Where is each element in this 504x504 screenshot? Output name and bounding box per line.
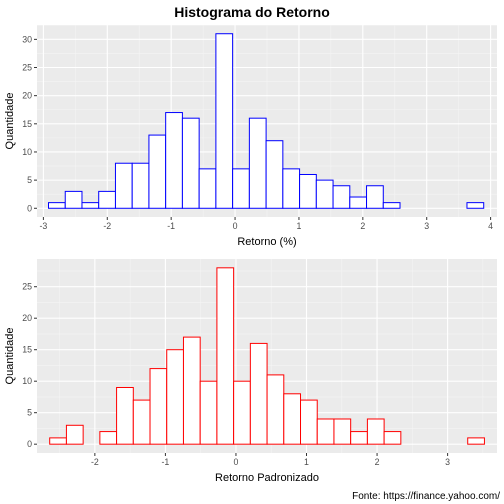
histogram-bar — [199, 380, 218, 445]
histogram-bar — [266, 374, 285, 445]
histogram-bar — [216, 267, 235, 445]
x-tick-label: -1 — [167, 221, 175, 231]
histogram-bar — [182, 336, 201, 445]
y-tick-label: 10 — [22, 147, 32, 157]
y-tick-label: 25 — [22, 282, 32, 292]
histogram-retorno-padronizado: -2 -1 0 1 2 3 0 5 10 15 20 25 Retorno Padronizado Qua… — [4, 259, 497, 484]
histogram-bar — [81, 202, 100, 209]
histogram-bar — [131, 162, 150, 209]
x-tick-label: -2 — [91, 457, 99, 467]
histogram-bar — [383, 431, 402, 445]
histogram-bar — [98, 190, 116, 209]
y-tick-label: 5 — [27, 408, 32, 418]
x-tick-label: -3 — [39, 221, 47, 231]
x-tick-label: -2 — [103, 221, 111, 231]
histogram-bar — [132, 399, 151, 445]
histogram-bar — [232, 168, 250, 209]
y-axis-title: Quantidade — [4, 328, 16, 385]
histogram-bar — [282, 168, 301, 209]
histogram-bar — [198, 168, 217, 209]
histogram-bar — [315, 179, 334, 209]
y-tick-label: 5 — [27, 175, 32, 185]
x-tick-label: 0 — [234, 457, 239, 467]
x-axis-title: Retorno (%) — [237, 236, 296, 248]
histogram-bar — [48, 202, 66, 209]
caption: Fonte: https://finance.yahoo.com/ — [352, 491, 500, 502]
histogram-bar — [300, 399, 318, 445]
histogram-bar — [49, 437, 67, 445]
histogram-bar — [149, 368, 168, 445]
y-tick-label: 15 — [22, 119, 32, 129]
x-tick-label: 1 — [304, 457, 309, 467]
histogram-bar — [148, 134, 167, 209]
y-tick-label: 0 — [27, 439, 32, 449]
y-tick-label: 20 — [22, 313, 32, 323]
y-tick-label: 30 — [22, 34, 32, 44]
x-tick-label: 4 — [488, 221, 493, 231]
histogram-bar — [165, 112, 183, 209]
histogram-bar — [283, 393, 302, 445]
x-tick-label: 3 — [445, 457, 450, 467]
histogram-bar — [233, 380, 251, 445]
histogram-bar — [382, 202, 401, 209]
x-tick-label: 2 — [375, 457, 380, 467]
histogram-retorno: -3 -2 -1 0 1 2 3 4 0 5 10 15 20 25 30 Retorno (%) Quanti… — [4, 25, 497, 248]
x-tick-label: 1 — [296, 221, 301, 231]
x-tick-label: 2 — [360, 221, 365, 231]
y-tick-label: 10 — [22, 376, 32, 386]
y-axis-title: Quantidade — [4, 93, 16, 150]
histogram-bar — [350, 431, 368, 445]
x-axis-title: Retorno Padronizado — [215, 472, 319, 484]
x-tick-label: 0 — [233, 221, 238, 231]
histogram-bar — [64, 190, 83, 209]
histogram-bar — [316, 418, 335, 445]
histogram-bar — [114, 162, 133, 209]
histogram-bar — [99, 431, 118, 445]
y-tick-label: 0 — [27, 203, 32, 213]
y-tick-label: 25 — [22, 63, 32, 73]
histogram-bar — [166, 349, 184, 445]
main-title: Histograma do Retorno — [174, 4, 330, 20]
histogram-bar — [265, 140, 284, 209]
histogram-bar — [366, 418, 385, 445]
histogram-bar — [116, 386, 134, 445]
histogram-bar — [248, 117, 267, 209]
histogram-bar — [181, 117, 200, 209]
x-tick-label: 3 — [424, 221, 429, 231]
y-tick-label: 20 — [22, 91, 32, 101]
x-tick-label: -1 — [161, 457, 169, 467]
histogram-bar — [249, 342, 268, 445]
histogram-bar — [466, 202, 485, 209]
y-tick-label: 15 — [22, 345, 32, 355]
histogram-bar — [65, 424, 84, 445]
histogram-bar — [215, 33, 234, 209]
histogram-bar — [349, 196, 368, 209]
histogram-bar — [299, 173, 317, 209]
histogram-bar — [332, 185, 351, 209]
histogram-bar — [333, 418, 352, 445]
histogram-bar — [467, 437, 485, 445]
histogram-bar — [366, 185, 384, 209]
